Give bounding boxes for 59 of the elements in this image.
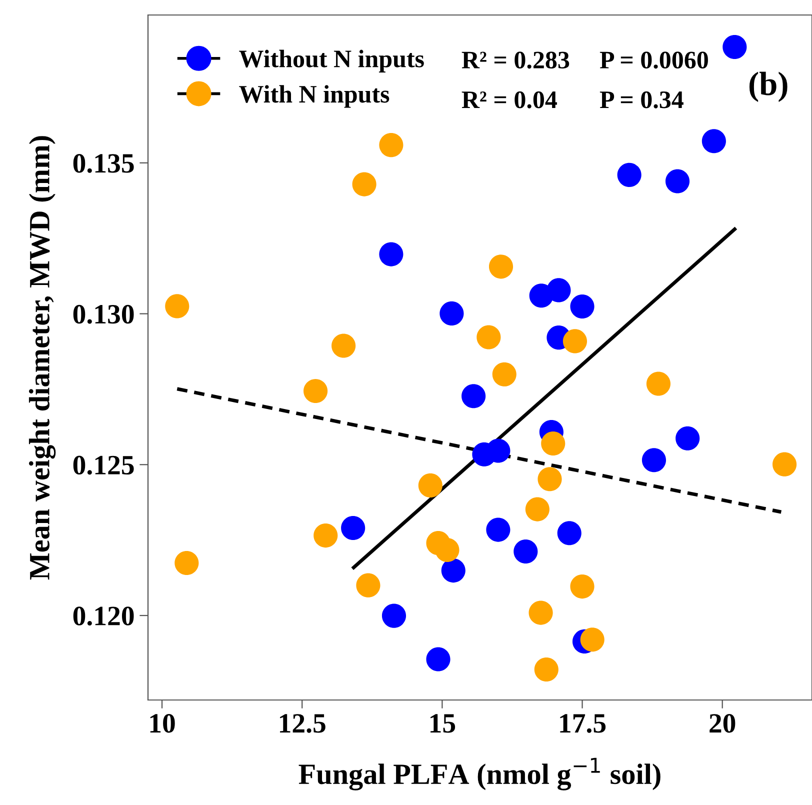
annotation: P = 0.34 [600, 91, 684, 108]
point [174, 550, 199, 576]
point [304, 378, 328, 404]
point [546, 278, 571, 302]
point [557, 521, 582, 546]
point [332, 334, 356, 358]
point [702, 129, 726, 154]
y-tick-label: 0.130 [73, 304, 134, 324]
point [314, 524, 338, 548]
x-axis-title: Fungal PLFA (nmol g$^{−1}$ soil) [298, 758, 660, 790]
annotation: R² = 0.283 [462, 52, 570, 69]
point [341, 516, 366, 540]
legend-label: With N inputs [239, 85, 390, 108]
point [722, 34, 747, 60]
point [514, 540, 538, 564]
y-axis-title: Mean weight diameter, MWD (mm) [28, 136, 56, 580]
y-tick-label: 0.125 [73, 456, 134, 475]
point [492, 362, 516, 386]
point [525, 497, 550, 522]
point [562, 329, 588, 354]
point [379, 133, 404, 158]
point [528, 600, 553, 625]
point [580, 628, 604, 652]
point [642, 448, 666, 472]
x-tick-label: 10 [150, 714, 175, 733]
point [165, 294, 190, 318]
legend-label: Without N inputs [239, 50, 424, 72]
x-tick-label: 12.5 [280, 714, 326, 733]
point [538, 467, 562, 492]
annotation: (b) [749, 72, 788, 102]
point [488, 254, 514, 279]
x-tick-label: 17.5 [560, 714, 606, 733]
point [570, 294, 594, 319]
x-tick-label: 15 [430, 714, 456, 733]
point [418, 473, 442, 498]
point [665, 169, 690, 194]
y-tick-label: 0.120 [73, 606, 134, 626]
point [534, 657, 558, 682]
point [356, 573, 380, 598]
point [486, 518, 510, 542]
y-tick-label: 0.135 [73, 154, 134, 173]
annotation: P = 0.0060 [600, 52, 708, 69]
point [426, 647, 450, 672]
point [441, 558, 466, 583]
point [352, 172, 376, 196]
point [617, 162, 642, 187]
point [570, 574, 594, 599]
point [440, 301, 464, 326]
point [646, 372, 670, 396]
point [379, 242, 404, 266]
point [435, 538, 460, 562]
point [772, 452, 797, 476]
annotation: R² = 0.04 [462, 91, 557, 108]
point [382, 604, 406, 628]
point [541, 431, 566, 456]
point [462, 384, 486, 408]
point [476, 325, 501, 350]
point [676, 426, 700, 450]
x-tick-label: 20 [710, 714, 736, 733]
